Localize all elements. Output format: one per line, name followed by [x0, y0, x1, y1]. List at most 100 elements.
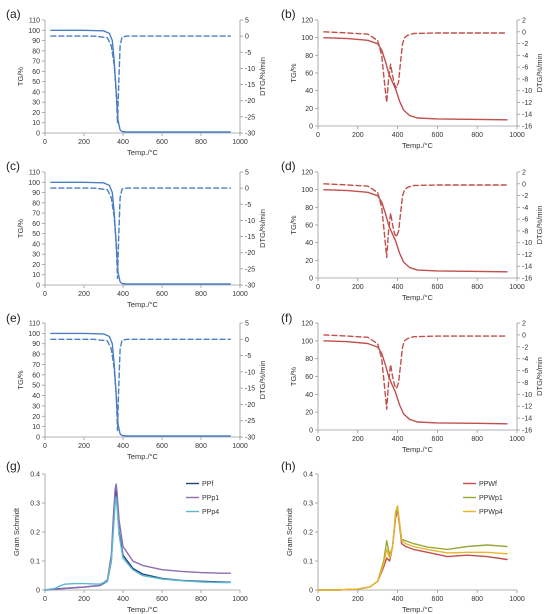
x-tick-label: 1000 [232, 139, 248, 146]
y-tick-label: 40 [305, 240, 313, 247]
y-tick-label: 80 [305, 356, 313, 363]
y2-tick-label: -14 [522, 264, 532, 271]
y-tick-label: 0.2 [303, 530, 313, 537]
y-axis-label: TG/% [16, 67, 25, 86]
panel-label: (f) [281, 311, 292, 325]
y2-tick-label: 0 [522, 181, 526, 188]
y2-tick-label: -20 [245, 250, 255, 257]
panel-label: (e) [6, 311, 21, 325]
y-tick-label: 30 [32, 403, 40, 410]
tg-curve [323, 189, 508, 273]
y-tick-label: 100 [28, 28, 40, 35]
y-tick-label: 90 [32, 38, 40, 45]
y2-tick-label: 5 [245, 18, 249, 25]
y-axis-label: TG/% [16, 370, 25, 389]
y-tick-label: 30 [32, 100, 40, 107]
y-tick-label: 40 [305, 88, 313, 95]
y2-tick-label: -14 [522, 112, 532, 119]
y2-tick-label: -10 [245, 66, 255, 73]
panel-label: (b) [281, 7, 296, 21]
x-tick-label: 1000 [509, 132, 525, 139]
x-tick-label: 1000 [509, 596, 525, 603]
x-tick-label: 1000 [509, 436, 525, 443]
y-tick-label: 50 [32, 231, 40, 238]
x-tick-label: 200 [78, 291, 90, 298]
y2-tick-label: -30 [245, 435, 255, 442]
y2-tick-label: -10 [522, 392, 532, 399]
series-line-ppp4 [44, 496, 231, 591]
y-tick-label: 0 [36, 283, 40, 290]
x-tick-label: 400 [392, 132, 404, 139]
y2-tick-label: 0 [522, 332, 526, 339]
y2-tick-label: -6 [522, 368, 528, 375]
y2-axis-label: DTG/%/min [535, 206, 544, 245]
x-tick-label: 1000 [232, 291, 248, 298]
y2-tick-label: -6 [522, 217, 528, 224]
y-tick-label: 80 [305, 205, 313, 212]
x-axis-label: Temp./°C [402, 141, 434, 150]
x-tick-label: 1000 [232, 596, 248, 603]
x-tick-label: 800 [195, 443, 207, 450]
y-tick-label: 0 [309, 588, 313, 595]
y2-tick-label: -16 [522, 276, 532, 283]
y2-tick-label: -15 [245, 82, 255, 89]
y-tick-label: 120 [301, 18, 313, 25]
x-tick-label: 400 [392, 284, 404, 291]
legend-label: PPp1 [202, 495, 219, 502]
y-axis-label: TG/% [16, 219, 25, 238]
y-tick-label: 80 [32, 200, 40, 207]
y2-axis-label: DTG/%/min [535, 54, 544, 93]
dtg-curve [50, 35, 231, 124]
panel-g: (g) 0 200 400 600 800 1000 0 0.1 0.2 0.3 0.4 Temp./°… [6, 459, 248, 614]
y2-tick-label: -10 [245, 369, 255, 376]
x-axis-label: Temp./°C [402, 445, 434, 454]
x-tick-label: 800 [195, 291, 207, 298]
x-tick-label: 600 [156, 139, 168, 146]
y-tick-label: 120 [301, 321, 313, 328]
y2-tick-label: -25 [245, 418, 255, 425]
y2-tick-label: -15 [245, 386, 255, 393]
y-tick-label: 120 [301, 170, 313, 177]
x-tick-label: 1000 [232, 443, 248, 450]
y2-tick-label: 2 [522, 321, 526, 328]
y2-tick-label: -4 [522, 205, 528, 212]
x-axis-label: Temp./°C [127, 452, 159, 461]
y-tick-label: 0.4 [303, 472, 313, 479]
tg-curve [50, 181, 231, 285]
y2-tick-label: -20 [245, 402, 255, 409]
x-tick-label: 400 [392, 436, 404, 443]
y2-tick-label: 2 [522, 18, 526, 25]
y2-tick-label: -2 [522, 41, 528, 48]
y2-tick-label: -20 [245, 98, 255, 105]
x-tick-label: 0 [316, 596, 320, 603]
y-tick-label: 60 [32, 372, 40, 379]
y2-tick-label: -16 [522, 428, 532, 435]
tg-curve [323, 340, 508, 425]
y-tick-label: 100 [301, 35, 313, 42]
y-axis-label: TG/% [289, 215, 298, 234]
y2-tick-label: -5 [245, 50, 251, 57]
y2-tick-label: -8 [522, 228, 528, 235]
x-tick-label: 600 [432, 436, 444, 443]
y-tick-label: 20 [32, 414, 40, 421]
legend-label: PPWp4 [479, 509, 503, 516]
y-tick-label: 20 [305, 258, 313, 265]
y2-tick-label: -10 [522, 240, 532, 247]
x-tick-label: 600 [156, 443, 168, 450]
y-tick-label: 0 [36, 131, 40, 138]
y2-tick-label: -2 [522, 193, 528, 200]
y-tick-label: 20 [305, 410, 313, 417]
y-tick-label: 0.4 [30, 472, 40, 479]
y-tick-label: 40 [305, 392, 313, 399]
y-tick-label: 70 [32, 59, 40, 66]
y-tick-label: 40 [32, 241, 40, 248]
tg-curve [323, 37, 508, 121]
y2-tick-label: -15 [245, 234, 255, 241]
dtg-curve [323, 31, 508, 104]
y-tick-label: 80 [32, 352, 40, 359]
y-tick-label: 80 [305, 53, 313, 60]
x-tick-label: 800 [471, 436, 483, 443]
x-tick-label: 200 [78, 139, 90, 146]
x-tick-label: 400 [117, 443, 129, 450]
